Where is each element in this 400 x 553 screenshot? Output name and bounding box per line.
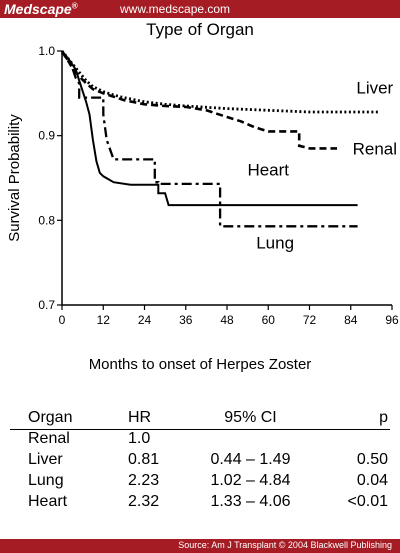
cell-hr: 2.23 (128, 472, 160, 489)
series-label-lung: Lung (256, 233, 294, 252)
cell-organ: Heart (28, 493, 68, 510)
series-label-liver: Liver (356, 78, 393, 97)
x-tick-label: 12 (97, 313, 111, 327)
header-hr: HR (128, 409, 152, 426)
chart-title: Type of Organ (146, 20, 254, 39)
table-header-row: Organ HR 95% CI p (10, 409, 390, 430)
cell-organ: Liver (28, 451, 63, 468)
cell-hr: 1.0 (128, 430, 151, 447)
x-axis-label: Months to onset of Herpes Zoster (88, 356, 312, 373)
registered-mark: ® (71, 1, 78, 11)
source-credit: Source: Am J Transplant © 2004 Blackwell… (178, 540, 392, 550)
footer-bar: Source: Am J Transplant © 2004 Blackwell… (0, 539, 400, 553)
cell-hr: 2.32 (128, 493, 160, 510)
series-lung-line (61, 50, 358, 228)
cell-ci: 1.33 – 4.06 (210, 493, 291, 510)
x-tick-label: 96 (385, 313, 399, 327)
table-row: Renal 1.0 (10, 430, 390, 452)
cell-hr: 0.81 (128, 451, 160, 468)
site-url[interactable]: www.medscape.com (120, 2, 231, 16)
y-tick-label: 1.0 (38, 44, 55, 58)
y-tick-label: 0.9 (38, 129, 55, 143)
y-tick-label: 0.8 (38, 213, 55, 227)
series-heart-line (61, 50, 358, 207)
brand-name: Medscape (4, 1, 72, 17)
table-row: Heart 2.32 1.33 – 4.06 <0.01 (10, 493, 390, 514)
table-row: Liver 0.81 0.44 – 1.49 0.50 (10, 451, 390, 472)
series-liver-line (60, 50, 379, 114)
header-p: p (379, 409, 388, 426)
cell-organ: Lung (28, 472, 64, 489)
table-row: Lung 2.23 1.02 – 4.84 0.04 (10, 472, 390, 493)
x-tick-label: 48 (220, 313, 234, 327)
header-bar: Medscape® www.medscape.com (0, 0, 400, 18)
series-label-renal: Renal (353, 139, 397, 158)
cell-p: <0.01 (347, 493, 388, 510)
medscape-logo[interactable]: Medscape® (4, 1, 78, 17)
header-organ: Organ (28, 409, 73, 426)
hazard-ratio-table: Organ HR 95% CI p Renal 1.0 Liver 0.81 0… (10, 409, 390, 514)
x-tick-label: 24 (138, 313, 152, 327)
y-axis-label: Survival Probability (6, 114, 23, 242)
y-tick-label: 0.7 (38, 298, 55, 312)
cell-p: 0.04 (356, 472, 388, 489)
survival-chart: 0 12 24 36 48 60 72 84 96 0.7 0.8 0.9 1.0 Survival Pr… (6, 44, 399, 327)
x-tick-label: 0 (59, 313, 66, 327)
x-tick-label: 36 (179, 313, 193, 327)
cell-p: 0.50 (356, 451, 388, 468)
x-tick-label: 84 (344, 313, 358, 327)
cell-p (313, 430, 390, 452)
cell-organ: Renal (28, 430, 70, 447)
x-tick-label: 72 (303, 313, 317, 327)
series-label-heart: Heart (247, 160, 289, 179)
cell-ci (188, 430, 313, 452)
cell-ci: 1.02 – 4.84 (210, 472, 291, 489)
header-ci: 95% CI (224, 409, 277, 426)
x-tick-label: 60 (262, 313, 276, 327)
cell-ci: 0.44 – 1.49 (210, 451, 291, 468)
